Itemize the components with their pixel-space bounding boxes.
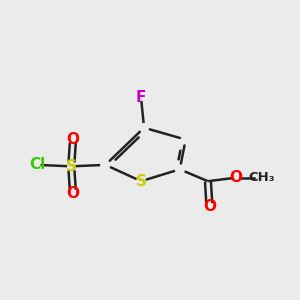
Text: Cl: Cl — [29, 158, 45, 172]
Text: S: S — [66, 159, 77, 174]
Text: O: O — [67, 186, 80, 201]
Text: F: F — [136, 91, 146, 106]
Text: O: O — [203, 199, 216, 214]
Text: S: S — [136, 174, 147, 189]
Text: O: O — [67, 132, 80, 147]
Text: CH₃: CH₃ — [248, 171, 275, 184]
Text: O: O — [230, 170, 243, 185]
